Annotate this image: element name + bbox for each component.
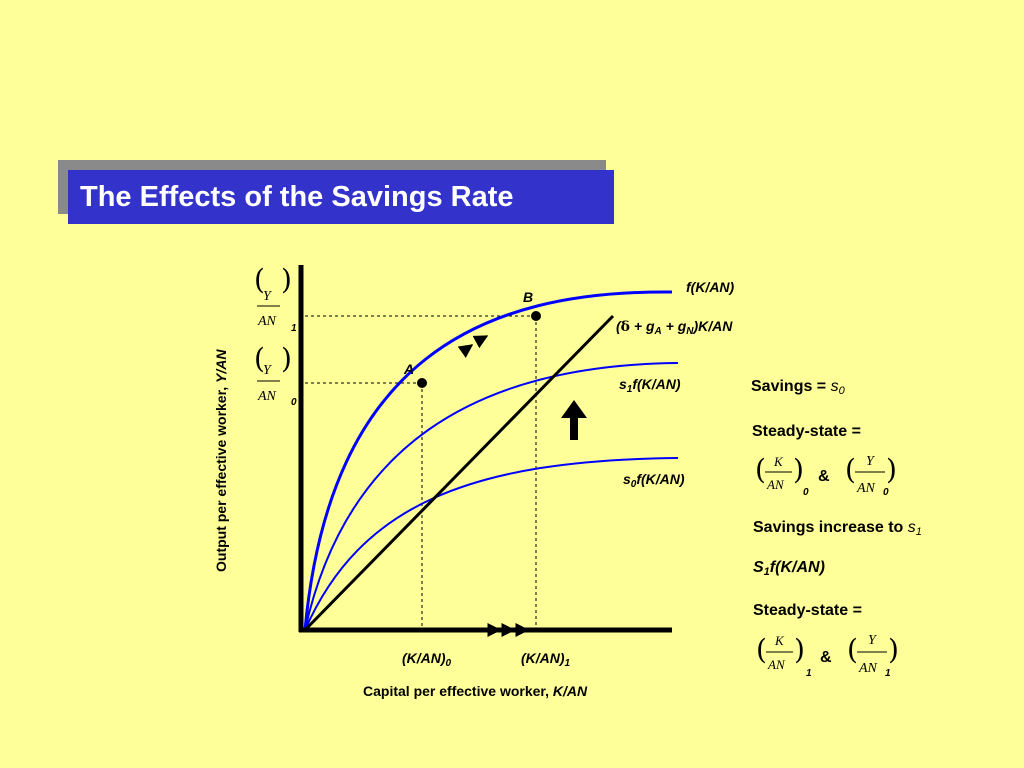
savings-label: Savings = s0 [751,378,846,397]
svg-text:Y: Y [263,363,273,378]
y-axis-label: Output per effective worker, Y/AN [213,349,229,572]
depreciation-line [303,314,615,632]
x-axis-label: Capital per effective worker, K/AN [363,683,588,699]
svg-text:): ) [794,633,805,666]
svg-text:): ) [281,342,292,375]
point-b-label: B [523,289,533,305]
svg-text:): ) [886,453,897,486]
up-arrow-icon [561,400,587,440]
svg-text:1: 1 [806,668,812,679]
svg-text:(: ( [845,453,856,486]
point-a-dot [417,378,427,388]
s1f-label: S1f(K/AN) [753,559,825,578]
y-value-1: ( Y AN ) 1 [254,263,297,334]
svg-text:(: ( [254,263,265,296]
svg-text:K: K [773,454,784,469]
curve-arrow-1 [457,344,474,358]
svg-text:0: 0 [883,487,889,498]
y-value-0: ( Y AN ) 0 [254,342,297,408]
svg-text:0: 0 [291,397,297,408]
slide-title: The Effects of the Savings Rate [68,170,614,224]
steady-state-label-1: Steady-state = [752,423,861,440]
curve-f [303,290,673,631]
curve-arrow-2 [472,335,489,349]
svg-text:(: ( [254,342,265,375]
steady-state-amp-2: & [820,649,832,666]
svg-text:(: ( [756,633,767,666]
svg-text:AN: AN [858,661,878,676]
steady-state-y1: ( Y AN 1 ) [847,633,899,679]
svg-text:1: 1 [291,323,297,334]
svg-text:): ) [888,633,899,666]
steady-state-k0: ( K AN ) 0 [755,453,809,498]
label-s1f: s1f(K/AN) [619,376,681,395]
svg-text:AN: AN [767,657,786,672]
svg-text:AN: AN [257,389,277,404]
svg-text:K: K [774,633,785,648]
x-tick-k0: (K/AN)0 [402,650,452,669]
svg-text:Y: Y [868,633,878,648]
steady-state-amp-1: & [818,468,830,485]
label-s0f: s0f(K/AN) [623,471,685,490]
svg-text:1: 1 [885,668,891,679]
point-a-label: A [403,361,414,377]
label-f: f(K/AN) [686,279,735,295]
svg-text:Y: Y [263,289,273,304]
svg-text:): ) [281,263,292,296]
x-tick-k1: (K/AN)1 [521,650,571,669]
label-depreciation: (δ + gA + gN)K/AN [616,318,733,337]
curve-s1-f [304,362,679,631]
svg-text:AN: AN [257,314,277,329]
savings-increase-label: Savings increase to s1 [753,519,922,538]
svg-text:): ) [793,453,804,486]
steady-state-y0: ( Y AN 0 ) [845,453,897,498]
steady-state-k1: ( K AN ) 1 [756,633,812,679]
svg-text:(: ( [755,453,766,486]
svg-text:0: 0 [803,487,809,498]
svg-text:AN: AN [766,477,785,492]
svg-text:(: ( [847,633,858,666]
svg-text:AN: AN [856,481,876,496]
steady-state-label-2: Steady-state = [753,602,862,619]
svg-text:Y: Y [866,454,876,469]
point-b-dot [531,311,541,321]
